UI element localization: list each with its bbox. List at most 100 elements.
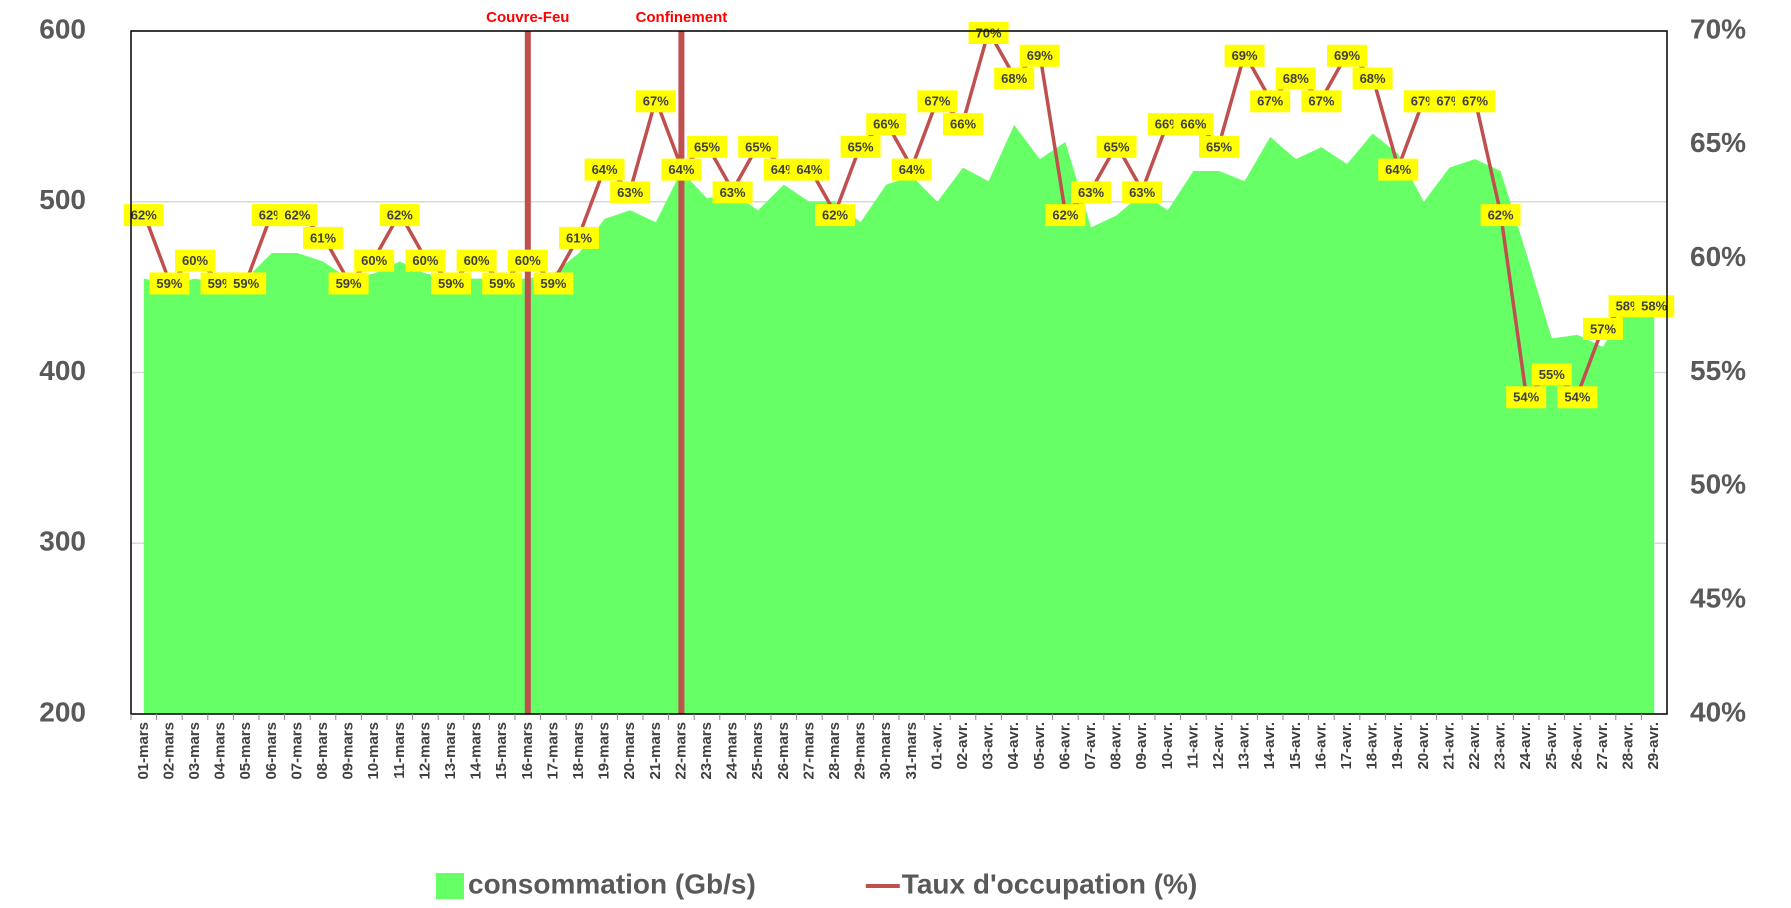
y-tick-label: 400 [39, 355, 86, 386]
value-label: 62% [387, 208, 413, 223]
value-label: 67% [1462, 94, 1488, 109]
value-label: 66% [873, 117, 899, 132]
value-label-bg [1122, 181, 1163, 204]
value-label: 64% [592, 162, 618, 177]
x-tick-label: 09-mars [340, 722, 357, 780]
y-tick-label: 500 [39, 184, 86, 215]
x-tick-label: 09-avr. [1133, 722, 1150, 770]
value-label-bg [635, 90, 676, 113]
x-tick-label: 27-avr. [1594, 722, 1611, 770]
value-label-bg [1250, 90, 1291, 113]
value-label-bg [712, 181, 753, 204]
value-label: 60% [361, 253, 387, 268]
x-tick-label: 08-mars [314, 722, 331, 780]
value-label: 65% [1104, 139, 1130, 154]
x-tick-label: 07-mars [288, 722, 305, 780]
value-label: 60% [515, 253, 541, 268]
x-tick-label: 13-mars [442, 722, 459, 780]
x-tick-label: 04-avr. [1005, 722, 1022, 770]
value-label-bg [789, 158, 830, 181]
value-label: 63% [1129, 185, 1155, 200]
value-label-bg [533, 272, 574, 295]
x-tick-label: 29-avr. [1645, 722, 1662, 770]
x-tick-label: 30-mars [877, 722, 894, 780]
x-tick-label: 25-mars [749, 722, 766, 780]
value-label: 61% [566, 230, 592, 245]
x-tick-label: 06-mars [263, 722, 280, 780]
x-tick-label: 11-mars [391, 722, 408, 779]
x-tick-label: 19-avr. [1389, 722, 1406, 770]
value-label-bg [277, 204, 318, 227]
value-label-bg [175, 249, 215, 272]
x-tick-label: 26-avr. [1568, 722, 1585, 770]
legend-label: Taux d'occupation (%) [902, 868, 1197, 899]
x-tick-label: 02-mars [160, 722, 177, 780]
y2-tick-label: 65% [1690, 127, 1746, 158]
legend-swatch [436, 873, 464, 899]
value-label: 54% [1564, 390, 1590, 405]
y-tick-label: 200 [39, 696, 86, 727]
y2-tick-label: 60% [1690, 241, 1746, 272]
x-tick-label: 03-avr. [980, 722, 997, 770]
x-tick-label: 29-mars [852, 722, 869, 780]
value-label: 66% [1180, 117, 1206, 132]
value-label: 62% [1488, 208, 1514, 223]
x-tick-label: 24-mars [724, 722, 741, 780]
value-label-bg [1352, 67, 1393, 90]
x-tick-label: 04-mars [212, 722, 229, 780]
x-tick-label: 27-mars [800, 722, 817, 780]
value-label-bg [1045, 204, 1086, 227]
value-label-bg [379, 204, 420, 227]
value-label-bg [866, 113, 907, 136]
value-label: 70% [976, 25, 1002, 40]
x-tick-label: 23-avr. [1492, 722, 1509, 770]
y2-tick-label: 45% [1690, 583, 1746, 614]
x-tick-label: 22-mars [672, 722, 689, 780]
x-tick-label: 08-avr. [1108, 722, 1125, 770]
value-label: 63% [617, 185, 643, 200]
value-label-bg [1019, 44, 1060, 67]
value-label-bg [1378, 158, 1419, 181]
x-tick-label: 13-avr. [1236, 722, 1253, 770]
value-label-bg [1480, 204, 1521, 227]
x-tick-label: 19-mars [596, 722, 613, 780]
x-tick-label: 31-mars [903, 722, 920, 780]
value-label: 63% [1078, 185, 1104, 200]
value-label: 67% [1308, 94, 1334, 109]
value-label: 55% [1539, 367, 1565, 382]
annotation-text: Couvre-Feu [486, 9, 569, 26]
x-tick-label: 10-avr. [1159, 722, 1176, 770]
value-label: 60% [412, 253, 438, 268]
value-label: 67% [924, 94, 950, 109]
value-label-bg [123, 204, 164, 227]
value-label-bg [840, 135, 881, 158]
value-label-bg [226, 272, 267, 295]
x-tick-label: 06-avr. [1056, 722, 1073, 770]
value-label-bg [405, 249, 446, 272]
annotation-text: Confinement [636, 9, 728, 26]
x-tick-label: 14-mars [468, 722, 485, 780]
value-label-bg [968, 22, 1009, 44]
x-tick-label: 23-mars [698, 722, 715, 780]
value-label: 69% [1232, 48, 1258, 63]
x-tick-label: 25-avr. [1543, 722, 1560, 770]
x-tick-label: 16-mars [519, 722, 536, 780]
x-tick-label: 17-mars [544, 722, 561, 780]
value-label: 65% [745, 139, 771, 154]
value-label-bg [815, 204, 855, 227]
value-label-bg [1327, 44, 1367, 67]
value-label-bg [1455, 90, 1495, 113]
x-tick-label: 17-avr. [1338, 722, 1355, 770]
value-label: 69% [1334, 48, 1360, 63]
value-label-bg [1583, 317, 1623, 340]
value-label: 68% [1360, 71, 1386, 86]
y2-tick-label: 55% [1690, 355, 1746, 386]
x-tick-label: 05-mars [237, 722, 254, 780]
x-tick-label: 28-mars [826, 722, 843, 780]
x-tick-label: 26-mars [775, 722, 792, 780]
value-label-bg [1557, 386, 1598, 409]
x-tick-label: 20-avr. [1415, 722, 1432, 770]
value-label-bg [149, 272, 190, 295]
value-label: 62% [284, 208, 310, 223]
